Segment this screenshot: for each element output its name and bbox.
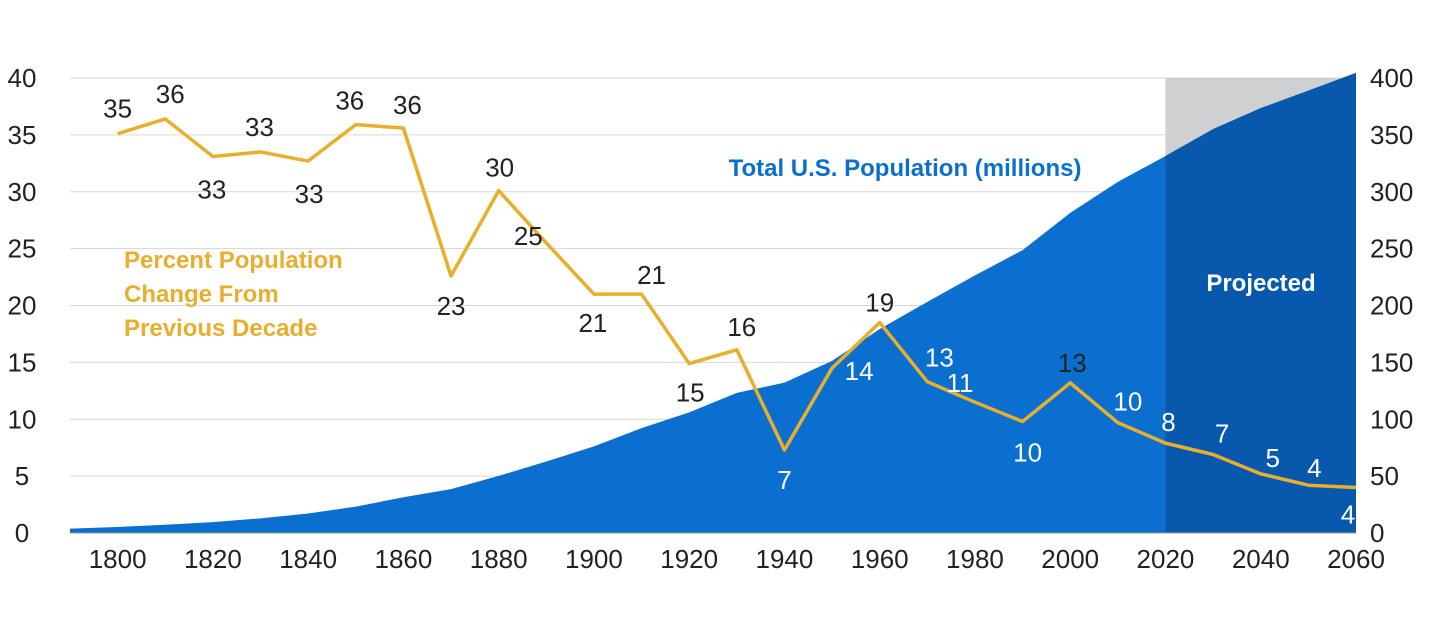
- x-tick-label: 1840: [279, 544, 337, 574]
- y-right-tick-label: 200: [1370, 291, 1413, 321]
- data-label: 36: [156, 79, 185, 109]
- y-left-tick-label: 0: [15, 518, 29, 548]
- x-tick-label: 1860: [374, 544, 432, 574]
- x-tick-label: 1900: [565, 544, 623, 574]
- data-label: 19: [865, 288, 894, 318]
- y-right-tick-label: 400: [1370, 63, 1413, 93]
- data-label: 16: [727, 312, 756, 342]
- percent-change-label-line-1: Percent Population: [124, 247, 343, 274]
- y-right-tick-label: 100: [1370, 404, 1413, 434]
- gridlines: [70, 77, 1356, 534]
- data-label: 25: [514, 221, 543, 251]
- data-label: 33: [197, 174, 226, 204]
- data-label: 36: [335, 86, 364, 116]
- data-label: 35: [103, 94, 132, 124]
- data-label: 8: [1161, 407, 1175, 437]
- y-right-tick-label: 50: [1370, 461, 1399, 491]
- y-left-tick-label: 5: [15, 461, 29, 491]
- data-label: 21: [578, 308, 607, 338]
- percent-change-line: [117, 117, 1357, 490]
- x-tick-label: 2040: [1232, 544, 1290, 574]
- data-label: 13: [1058, 348, 1087, 378]
- y-right-tick-label: 300: [1370, 177, 1413, 207]
- population-area: [70, 72, 1356, 533]
- y-left-tick-label: 20: [8, 291, 37, 321]
- data-label: 5: [1266, 443, 1280, 473]
- data-label: 4: [1341, 500, 1355, 530]
- x-tick-label: 1820: [184, 544, 242, 574]
- data-label: 14: [845, 356, 874, 386]
- data-label: 11: [946, 368, 973, 398]
- x-tick-label: 2000: [1041, 544, 1099, 574]
- percent-change-label-line-3: Previous Decade: [124, 315, 317, 342]
- data-label: 10: [1013, 438, 1042, 468]
- x-tick-label: 1920: [660, 544, 718, 574]
- y-left-tick-label: 15: [8, 347, 37, 377]
- data-label: 13: [925, 343, 954, 373]
- data-label: 30: [485, 153, 514, 183]
- data-label: 4: [1307, 453, 1321, 483]
- y-right-tick-label: 250: [1370, 234, 1413, 264]
- x-tick-label: 1880: [470, 544, 528, 574]
- x-tick-label: 1940: [756, 544, 814, 574]
- y-left-tick-label: 30: [8, 177, 37, 207]
- data-label: 7: [1215, 419, 1229, 449]
- data-label: 7: [777, 465, 791, 495]
- data-label: 10: [1113, 387, 1142, 417]
- population-area-projected: [1165, 72, 1356, 533]
- data-label: 15: [676, 378, 705, 408]
- x-tick-label: 1800: [89, 544, 147, 574]
- projected-label: Projected: [1206, 270, 1315, 297]
- y-left-tick-label: 25: [8, 234, 37, 264]
- y-left-tick-label: 10: [8, 404, 37, 434]
- data-label: 21: [637, 260, 666, 290]
- axes: 0510152025303540050100150200250300350400…: [8, 63, 1414, 574]
- x-tick-label: 2020: [1137, 544, 1195, 574]
- data-label: 33: [295, 179, 324, 209]
- y-right-tick-label: 350: [1370, 120, 1413, 150]
- x-tick-label: 1960: [851, 544, 909, 574]
- percent-change-label-line-2: Change From: [124, 281, 279, 308]
- population-area-layer: [70, 72, 1356, 533]
- data-label: 33: [245, 112, 274, 142]
- y-right-tick-label: 150: [1370, 347, 1413, 377]
- y-left-tick-label: 40: [8, 63, 37, 93]
- percent-change-line-layer: [117, 117, 1357, 490]
- data-label: 36: [393, 90, 422, 120]
- y-left-tick-label: 35: [8, 120, 37, 150]
- population-series-label: Total U.S. Population (millions): [729, 155, 1082, 182]
- percent-change-series-label: Percent Population Change From Previous …: [124, 247, 349, 342]
- y-right-tick-label: 0: [1370, 518, 1384, 548]
- x-tick-label: 2060: [1327, 544, 1385, 574]
- data-label: 23: [437, 291, 466, 321]
- x-tick-label: 1980: [946, 544, 1004, 574]
